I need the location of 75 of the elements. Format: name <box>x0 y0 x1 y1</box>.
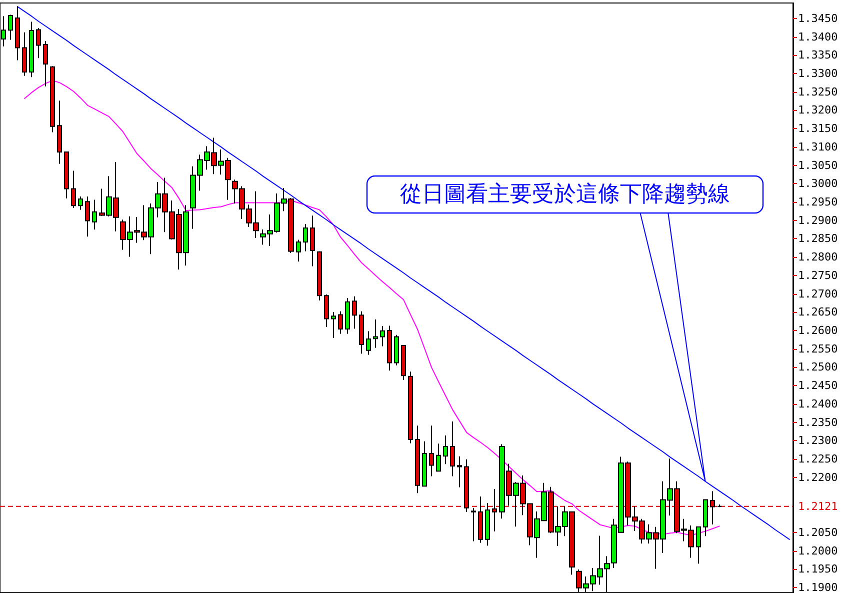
candlestick <box>338 310 343 334</box>
y-tick-label: 1.3450 <box>798 12 838 25</box>
y-tick-label: 1.3400 <box>798 30 838 44</box>
y-tick-label: 1.2650 <box>798 306 838 319</box>
candlestick <box>71 170 76 208</box>
candlestick <box>464 458 469 512</box>
candlestick <box>36 27 41 59</box>
candlestick <box>485 502 490 546</box>
candlestick <box>429 425 434 477</box>
y-tick-label: 1.2000 <box>798 544 838 558</box>
candlestick <box>380 326 385 347</box>
annotation: 從日圖看主要受於這條下降趨勢線 <box>400 182 730 207</box>
y-tick-label: 1.2250 <box>798 452 838 466</box>
candlestick <box>352 296 357 330</box>
candlestick <box>443 435 448 465</box>
y-tick-label: 1.3250 <box>798 85 838 98</box>
y-tick-label: 1.2350 <box>798 416 838 429</box>
y-tick-label: 1.3100 <box>798 140 838 154</box>
candlestick <box>78 196 83 210</box>
y-tick-label: 1.2450 <box>798 379 838 392</box>
candlestick <box>457 456 462 488</box>
candlestick <box>43 40 48 87</box>
candlestick <box>717 504 722 508</box>
candlestick <box>15 6 20 61</box>
y-tick-label: 1.3150 <box>798 122 838 136</box>
line-series <box>17 6 790 540</box>
y-tick-label: 1.3000 <box>798 177 838 190</box>
candlestick <box>317 250 322 301</box>
y-tick-label: 1.2800 <box>798 250 838 264</box>
candlestick <box>387 325 392 372</box>
candlestick <box>92 199 97 230</box>
y-tick-label: 1.2500 <box>798 360 838 374</box>
candlestick <box>85 196 90 238</box>
candlestick <box>408 371 413 444</box>
candlestick <box>50 66 55 133</box>
y-tick-label: 1.2300 <box>798 434 838 448</box>
candlestick <box>394 334 399 366</box>
candlestick <box>64 152 69 199</box>
candlestick <box>57 100 62 164</box>
y-tick-label: 1.3350 <box>798 48 838 62</box>
y-tick-label: 1.3300 <box>798 66 838 80</box>
candlestick <box>696 526 701 564</box>
y-tick-label: 1.2950 <box>798 195 838 208</box>
y-tick-label: 1.2750 <box>798 268 838 282</box>
candlestick <box>345 298 350 334</box>
candlestick <box>29 21 34 78</box>
y-tick-label: 1.1950 <box>798 562 838 576</box>
candlestick <box>331 312 336 338</box>
candlestick <box>366 330 371 356</box>
y-tick-label: 1.2600 <box>798 324 838 337</box>
candlestick <box>303 224 308 252</box>
candlestick <box>22 32 27 76</box>
candlestick <box>436 443 441 472</box>
candlestick <box>401 345 406 381</box>
y-tick-label: 1.1900 <box>798 581 838 593</box>
candlestick <box>703 499 708 537</box>
candlestick <box>324 294 329 328</box>
candlestick <box>359 310 364 354</box>
y-tick-label: 1.2700 <box>798 287 838 300</box>
ref-line-label: 1.2121 <box>798 500 838 513</box>
y-tick-label: 1.3200 <box>798 104 838 117</box>
y-tick-label: 1.2200 <box>798 470 838 484</box>
y-tick-label: 1.2050 <box>798 526 838 539</box>
candlestick <box>373 318 378 348</box>
y-tick-label: 1.3050 <box>798 158 838 172</box>
y-tick-label: 1.2550 <box>798 342 838 356</box>
candlestick <box>415 425 420 494</box>
candlestick <box>8 14 13 40</box>
y-tick-label: 1.2900 <box>798 214 838 227</box>
candlestick <box>310 215 315 267</box>
y-tick-label: 1.2850 <box>798 232 838 246</box>
y-tick-label: 1.2400 <box>798 397 838 410</box>
candlestick <box>450 421 455 477</box>
candlestick <box>422 440 427 487</box>
candlestick <box>296 239 301 262</box>
